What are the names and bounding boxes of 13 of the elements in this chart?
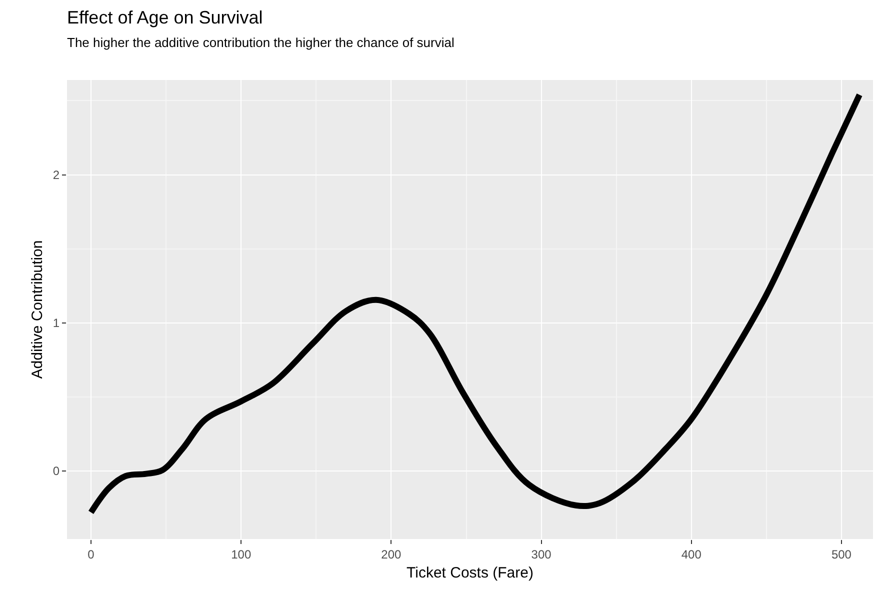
y-tick-label: 0 bbox=[52, 464, 60, 478]
x-tick-label: 500 bbox=[831, 547, 852, 562]
x-tick-label: 200 bbox=[381, 547, 402, 562]
y-tick-label: 1 bbox=[52, 316, 60, 330]
x-tick-label: 400 bbox=[681, 547, 702, 562]
x-tick-label: 100 bbox=[231, 547, 252, 562]
x-axis-title: Ticket Costs (Fare) bbox=[406, 564, 534, 582]
chart-subtitle: The higher the additive contribution the higher the chance of survial bbox=[67, 35, 454, 50]
y-tick-label: 2 bbox=[52, 168, 60, 182]
y-axis-title: Additive Contribution bbox=[29, 240, 46, 379]
x-tick-label: 300 bbox=[531, 547, 552, 562]
x-tick-label: 0 bbox=[88, 547, 95, 562]
chart-title: Effect of Age on Survival bbox=[67, 8, 263, 28]
